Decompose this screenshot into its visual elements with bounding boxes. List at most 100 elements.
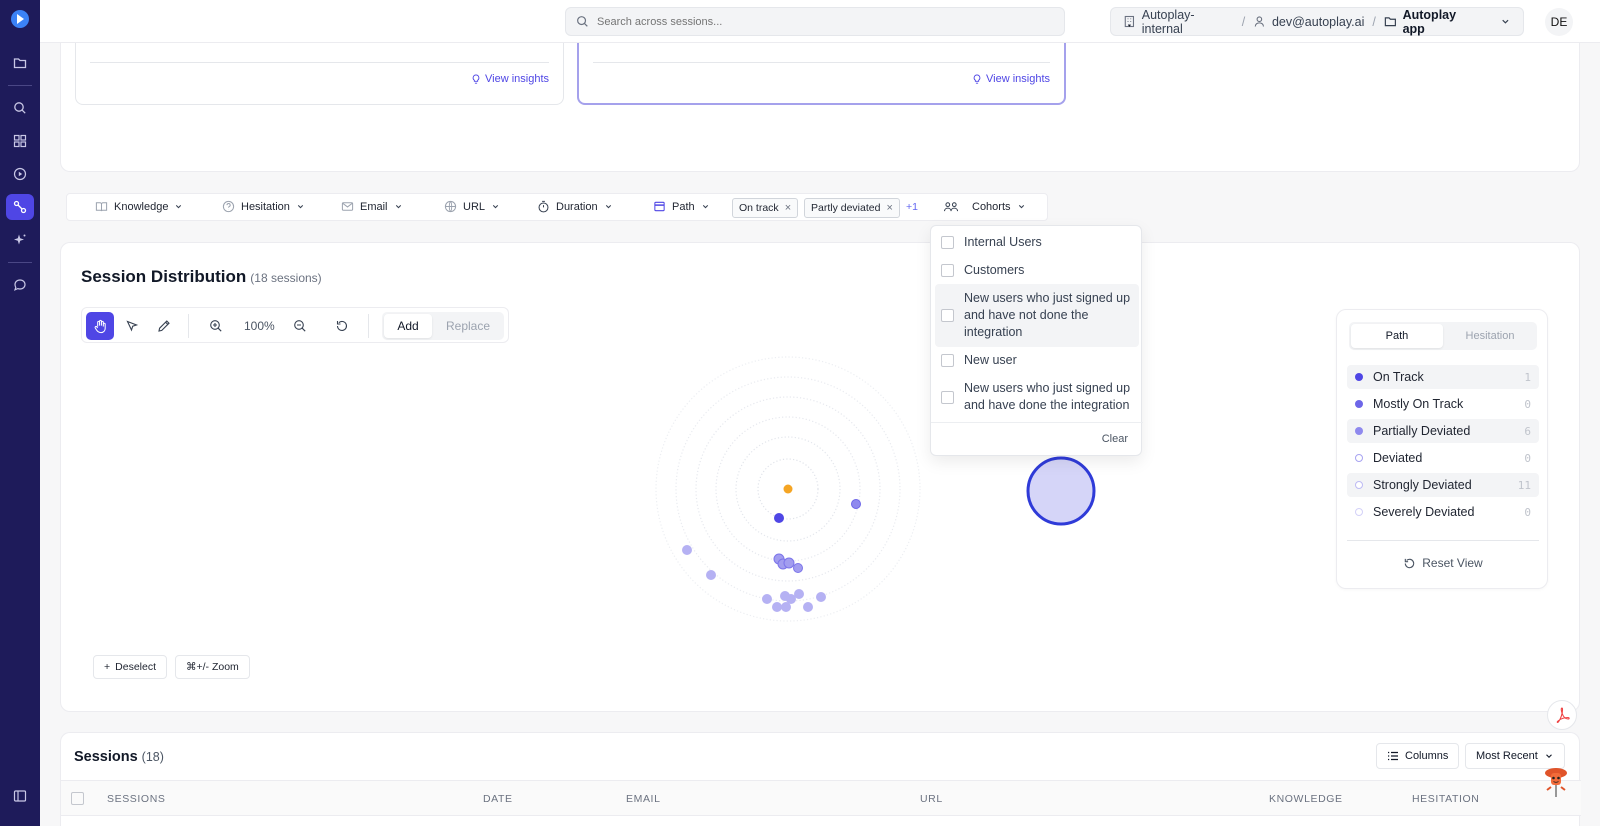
cohort-option[interactable]: Customers bbox=[935, 262, 1139, 279]
reset-view-button[interactable]: Reset View bbox=[1337, 556, 1549, 570]
zoom-out-button[interactable] bbox=[286, 312, 314, 340]
filter-knowledge[interactable]: Knowledge bbox=[95, 200, 183, 213]
ring bbox=[695, 396, 881, 582]
legend-item-strongly-deviated[interactable]: Strongly Deviated 11 bbox=[1347, 473, 1539, 497]
close-icon[interactable]: × bbox=[784, 202, 792, 214]
session-point[interactable] bbox=[794, 589, 804, 599]
filter-hesitation[interactable]: Hesitation bbox=[222, 200, 305, 213]
column-header-url[interactable]: URL bbox=[920, 793, 943, 805]
cohort-label: Customers bbox=[964, 263, 1025, 277]
filter-path[interactable]: Path bbox=[653, 200, 710, 213]
sort-select[interactable]: Most Recent bbox=[1465, 743, 1565, 769]
session-point[interactable] bbox=[682, 545, 692, 555]
hand-tool-button[interactable] bbox=[86, 312, 114, 340]
more-chips-badge[interactable]: +1 bbox=[906, 201, 918, 213]
filter-cohorts[interactable]: Cohorts bbox=[943, 200, 1026, 213]
legend-item-deviated[interactable]: Deviated 0 bbox=[1347, 446, 1539, 470]
session-point[interactable] bbox=[816, 592, 826, 602]
folder-icon[interactable] bbox=[6, 50, 34, 76]
view-insights-link[interactable]: View insights bbox=[972, 73, 1050, 85]
insight-card-selected[interactable]: View insights bbox=[577, 43, 1066, 105]
session-point[interactable] bbox=[786, 594, 796, 604]
session-point[interactable] bbox=[706, 570, 716, 580]
pdf-export-icon[interactable] bbox=[1547, 700, 1577, 730]
breadcrumb-user[interactable]: dev@autoplay.ai bbox=[1271, 14, 1365, 29]
cohort-checkbox[interactable] bbox=[941, 354, 954, 367]
column-header-hesitation[interactable]: HESITATION bbox=[1412, 793, 1480, 805]
breadcrumb-app[interactable]: Autoplay app bbox=[1402, 7, 1457, 36]
avatar[interactable]: DE bbox=[1545, 8, 1573, 36]
filter-chip-on-track[interactable]: On track × bbox=[732, 198, 799, 218]
legend-item-on-track[interactable]: On Track 1 bbox=[1347, 365, 1539, 389]
columns-button[interactable]: Columns bbox=[1376, 743, 1460, 769]
breadcrumb[interactable]: Autoplay-internal / dev@autoplay.ai / Au… bbox=[1110, 7, 1524, 36]
columns-label: Columns bbox=[1405, 750, 1449, 762]
legend-item-severely-deviated[interactable]: Severely Deviated 0 bbox=[1347, 500, 1539, 524]
app-logo[interactable] bbox=[11, 10, 29, 28]
session-point[interactable] bbox=[772, 602, 782, 612]
cohort-checkbox[interactable] bbox=[941, 264, 954, 277]
stopwatch-icon bbox=[538, 200, 549, 213]
column-header-sessions[interactable]: SESSIONS bbox=[107, 793, 166, 805]
select-tool-button[interactable] bbox=[118, 312, 146, 340]
filter-duration[interactable]: Duration bbox=[537, 200, 613, 213]
view-insights-link[interactable]: View insights bbox=[471, 73, 549, 85]
session-point[interactable] bbox=[851, 499, 861, 509]
session-point[interactable] bbox=[781, 602, 791, 612]
session-distribution-plot[interactable] bbox=[61, 243, 1581, 713]
column-header-date[interactable]: DATE bbox=[483, 793, 513, 805]
cohort-checkbox[interactable] bbox=[941, 236, 954, 249]
session-point[interactable] bbox=[762, 594, 772, 604]
column-header-email[interactable]: EMAIL bbox=[626, 793, 661, 805]
zoom-in-button[interactable] bbox=[202, 312, 230, 340]
cohort-option[interactable]: New user bbox=[935, 352, 1139, 369]
global-search[interactable] bbox=[565, 7, 1065, 36]
pin-mascot-icon[interactable] bbox=[1540, 763, 1572, 801]
distribution-title: Session Distribution (18 sessions) bbox=[81, 267, 322, 287]
reset-zoom-button[interactable] bbox=[328, 312, 356, 340]
cohort-checkbox[interactable] bbox=[941, 390, 954, 404]
column-header-knowledge[interactable]: KNOWLEDGE bbox=[1269, 793, 1343, 805]
cohort-label: New users who just signed up and have do… bbox=[964, 381, 1131, 412]
filter-email[interactable]: Email bbox=[341, 200, 403, 213]
deselect-button[interactable]: + Deselect bbox=[93, 655, 167, 679]
sidebar-toggle-icon[interactable] bbox=[6, 783, 34, 809]
clear-cohorts-button[interactable]: Clear bbox=[1101, 433, 1128, 445]
dashboard-icon[interactable] bbox=[6, 128, 34, 154]
legend-item-partially-deviated[interactable]: Partially Deviated 6 bbox=[1347, 419, 1539, 443]
add-mode-button[interactable]: Add bbox=[384, 314, 432, 338]
cohort-option[interactable]: Internal Users bbox=[935, 234, 1139, 251]
draw-tool-button[interactable] bbox=[150, 312, 178, 340]
legend-item-mostly-on-track[interactable]: Mostly On Track 0 bbox=[1347, 392, 1539, 416]
session-cluster-bubble[interactable] bbox=[1026, 456, 1096, 526]
replace-mode-button[interactable]: Replace bbox=[445, 319, 491, 333]
search-icon[interactable] bbox=[6, 95, 34, 121]
close-icon[interactable]: × bbox=[886, 202, 893, 214]
sort-label: Most Recent bbox=[1476, 750, 1538, 762]
cohort-option[interactable]: New users who just signed up and have no… bbox=[935, 284, 1139, 347]
session-point[interactable] bbox=[774, 513, 784, 523]
zoom-hint-button[interactable]: ⌘+/- Zoom bbox=[175, 655, 250, 679]
filter-chip-partly-deviated[interactable]: Partly deviated × bbox=[804, 198, 900, 218]
tab-path[interactable]: Path bbox=[1351, 324, 1443, 348]
search-input[interactable] bbox=[597, 15, 1037, 28]
tab-hesitation[interactable]: Hesitation bbox=[1465, 330, 1515, 342]
cohort-checkbox[interactable] bbox=[941, 309, 954, 322]
cohort-option[interactable]: New users who just signed up and have do… bbox=[935, 380, 1139, 414]
session-point[interactable] bbox=[803, 602, 813, 612]
zoom-out-icon bbox=[294, 320, 306, 332]
insight-card[interactable]: View insights bbox=[75, 43, 564, 105]
chat-icon[interactable] bbox=[6, 272, 34, 298]
path-icon[interactable] bbox=[6, 194, 34, 220]
session-point[interactable] bbox=[793, 563, 803, 573]
chevron-down-icon[interactable] bbox=[1500, 16, 1511, 27]
sparkle-icon[interactable] bbox=[6, 227, 34, 253]
breadcrumb-org[interactable]: Autoplay-internal bbox=[1141, 7, 1195, 36]
cohort-label: New users who just signed up and have no… bbox=[964, 291, 1131, 339]
filter-url-label: URL bbox=[463, 200, 486, 213]
play-icon[interactable] bbox=[6, 161, 34, 187]
legend-count: 0 bbox=[1524, 451, 1531, 465]
select-all-checkbox[interactable] bbox=[71, 792, 84, 805]
filter-url[interactable]: URL bbox=[444, 200, 500, 213]
session-point[interactable] bbox=[783, 557, 795, 569]
